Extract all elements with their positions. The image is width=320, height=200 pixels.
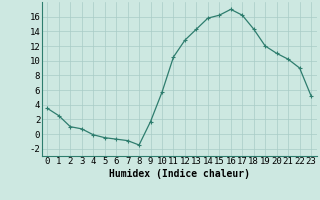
X-axis label: Humidex (Indice chaleur): Humidex (Indice chaleur) (109, 169, 250, 179)
